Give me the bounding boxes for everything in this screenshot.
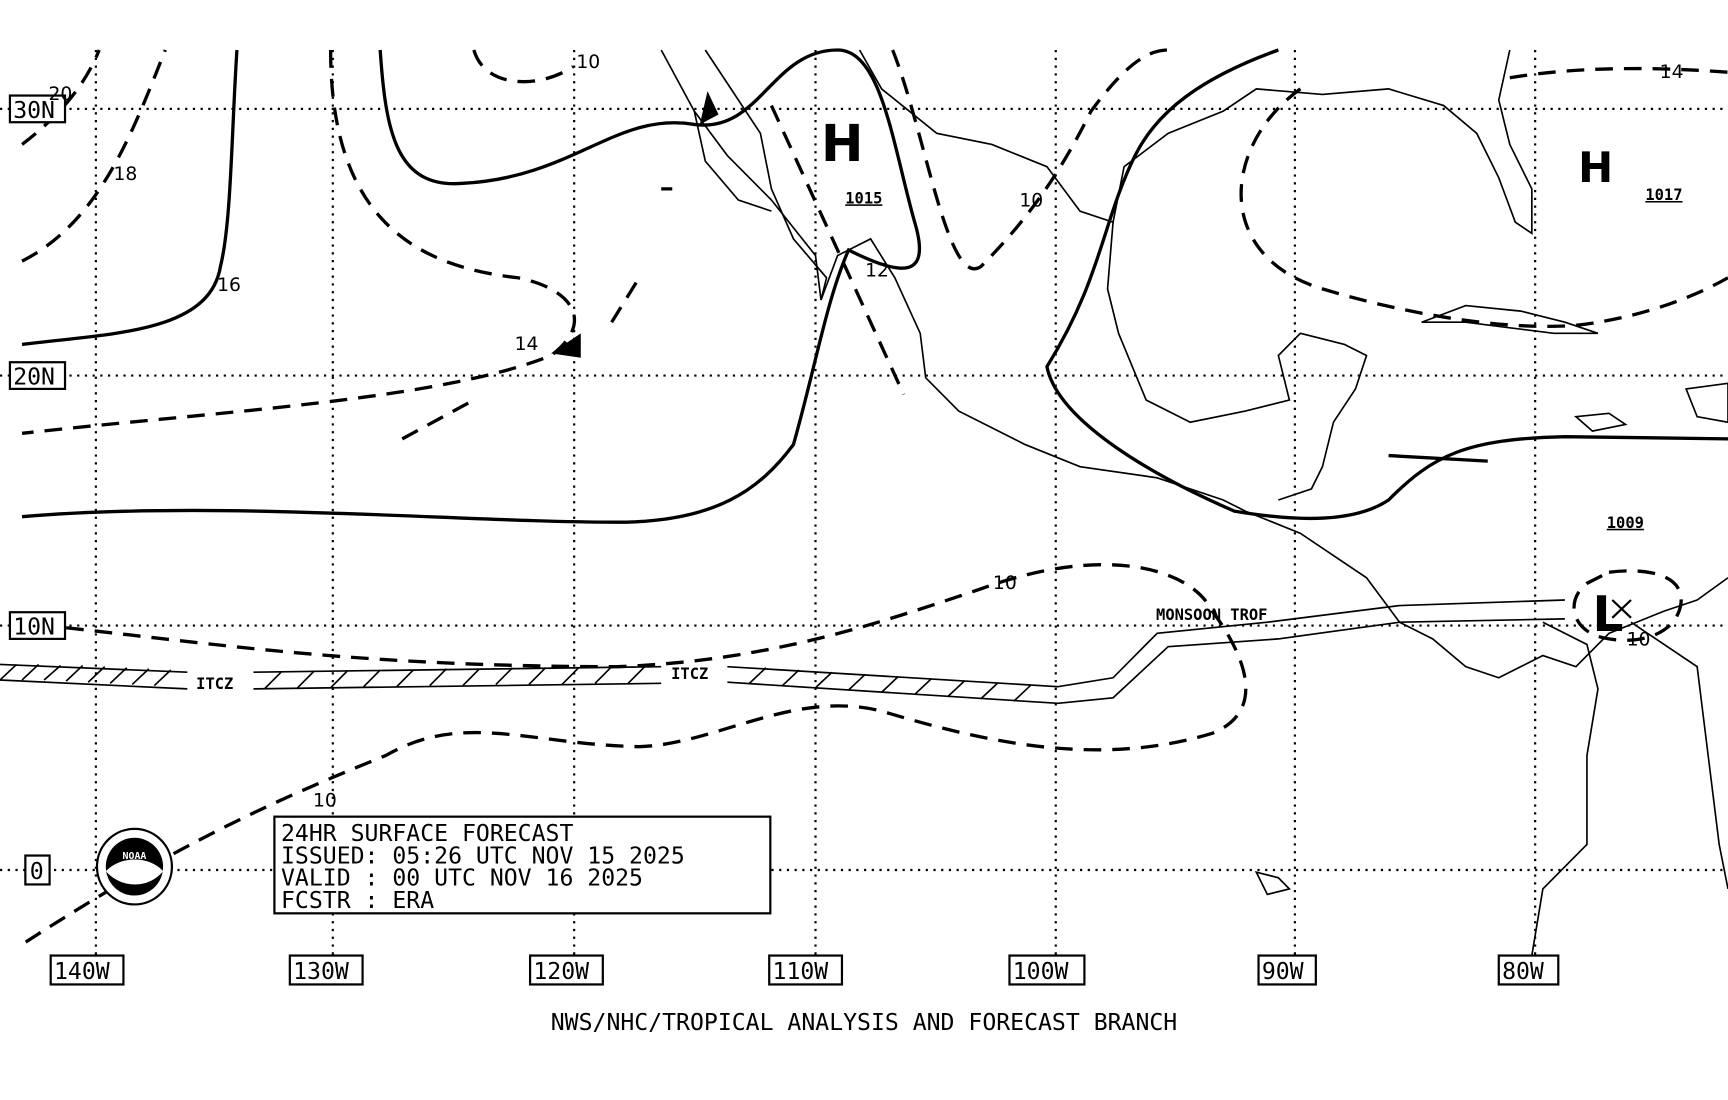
high-symbol: H [1578,143,1613,192]
isobar-label: 10 [313,791,337,812]
isobar-label: 10 [576,52,600,73]
pressure-value: 1017 [1645,186,1682,204]
pressure-value: 1015 [845,189,882,207]
lon-label: 130W [293,958,349,985]
lon-label: 120W [533,958,589,985]
isobar-labels: 20 18 16 14 10 10 12 14 10 10 10 [48,52,1683,812]
lat-label: 0 [30,858,44,885]
forecast-line: FCSTR : ERA [281,887,434,914]
pressure-centers: H 1015 H 1017 L 1009 [821,115,1682,643]
itcz-label: ITCZ [671,665,708,683]
itcz-label: ITCZ [196,675,233,693]
isobar-label: 12 [865,261,889,282]
isobar-label: 14 [515,334,539,355]
lat-label: 10N [13,613,55,640]
low-symbol: L [1592,587,1623,643]
lon-label: 100W [1013,958,1069,985]
isobar-label: 14 [1660,62,1684,83]
lat-label: 20N [13,363,55,390]
lat-labels: 30N 20N 10N 0 [8,94,67,886]
forecast-box: 24HR SURFACE FORECAST ISSUED: 05:26 UTC … [273,815,772,915]
isobar-label: 10 [993,573,1017,594]
pressure-value: 1009 [1607,514,1644,532]
isobars [21,48,1728,946]
lon-label: 110W [773,958,829,985]
grid [0,50,1728,956]
logo-text: NOAA [123,851,147,862]
itcz [0,599,1565,705]
logo: NOAA [95,827,174,906]
isobar-label: 18 [114,164,138,185]
lon-label: 80W [1502,958,1544,985]
feature-labels: ITCZ ITCZ MONSOON TROF [196,606,1267,693]
trough-label: MONSOON TROF [1156,606,1267,624]
front-barb [551,91,719,358]
forecast-line: ISSUED: 05:26 UTC NOV 15 2025 [281,842,685,869]
high-symbol: H [821,115,863,174]
isobar-label: 16 [217,275,241,296]
footer: NWS/NHC/TROPICAL ANALYSIS AND FORECAST B… [551,1009,1177,1036]
lat-label: 30N [13,97,55,124]
low-center-x [1611,599,1632,619]
isobar-label: 20 [48,84,72,105]
lon-label: 140W [54,958,110,985]
trough [401,104,906,441]
forecast-line: VALID : 00 UTC NOV 16 2025 [281,864,643,891]
isobar-label: 10 [1019,191,1043,212]
forecast-line: 24HR SURFACE FORECAST [281,820,573,847]
lon-label: 90W [1262,958,1304,985]
coastlines [660,49,1728,956]
lon-labels: 140W 130W 120W 110W 100W 90W 80W [49,954,1560,986]
isobar-label: 10 [1627,629,1651,650]
